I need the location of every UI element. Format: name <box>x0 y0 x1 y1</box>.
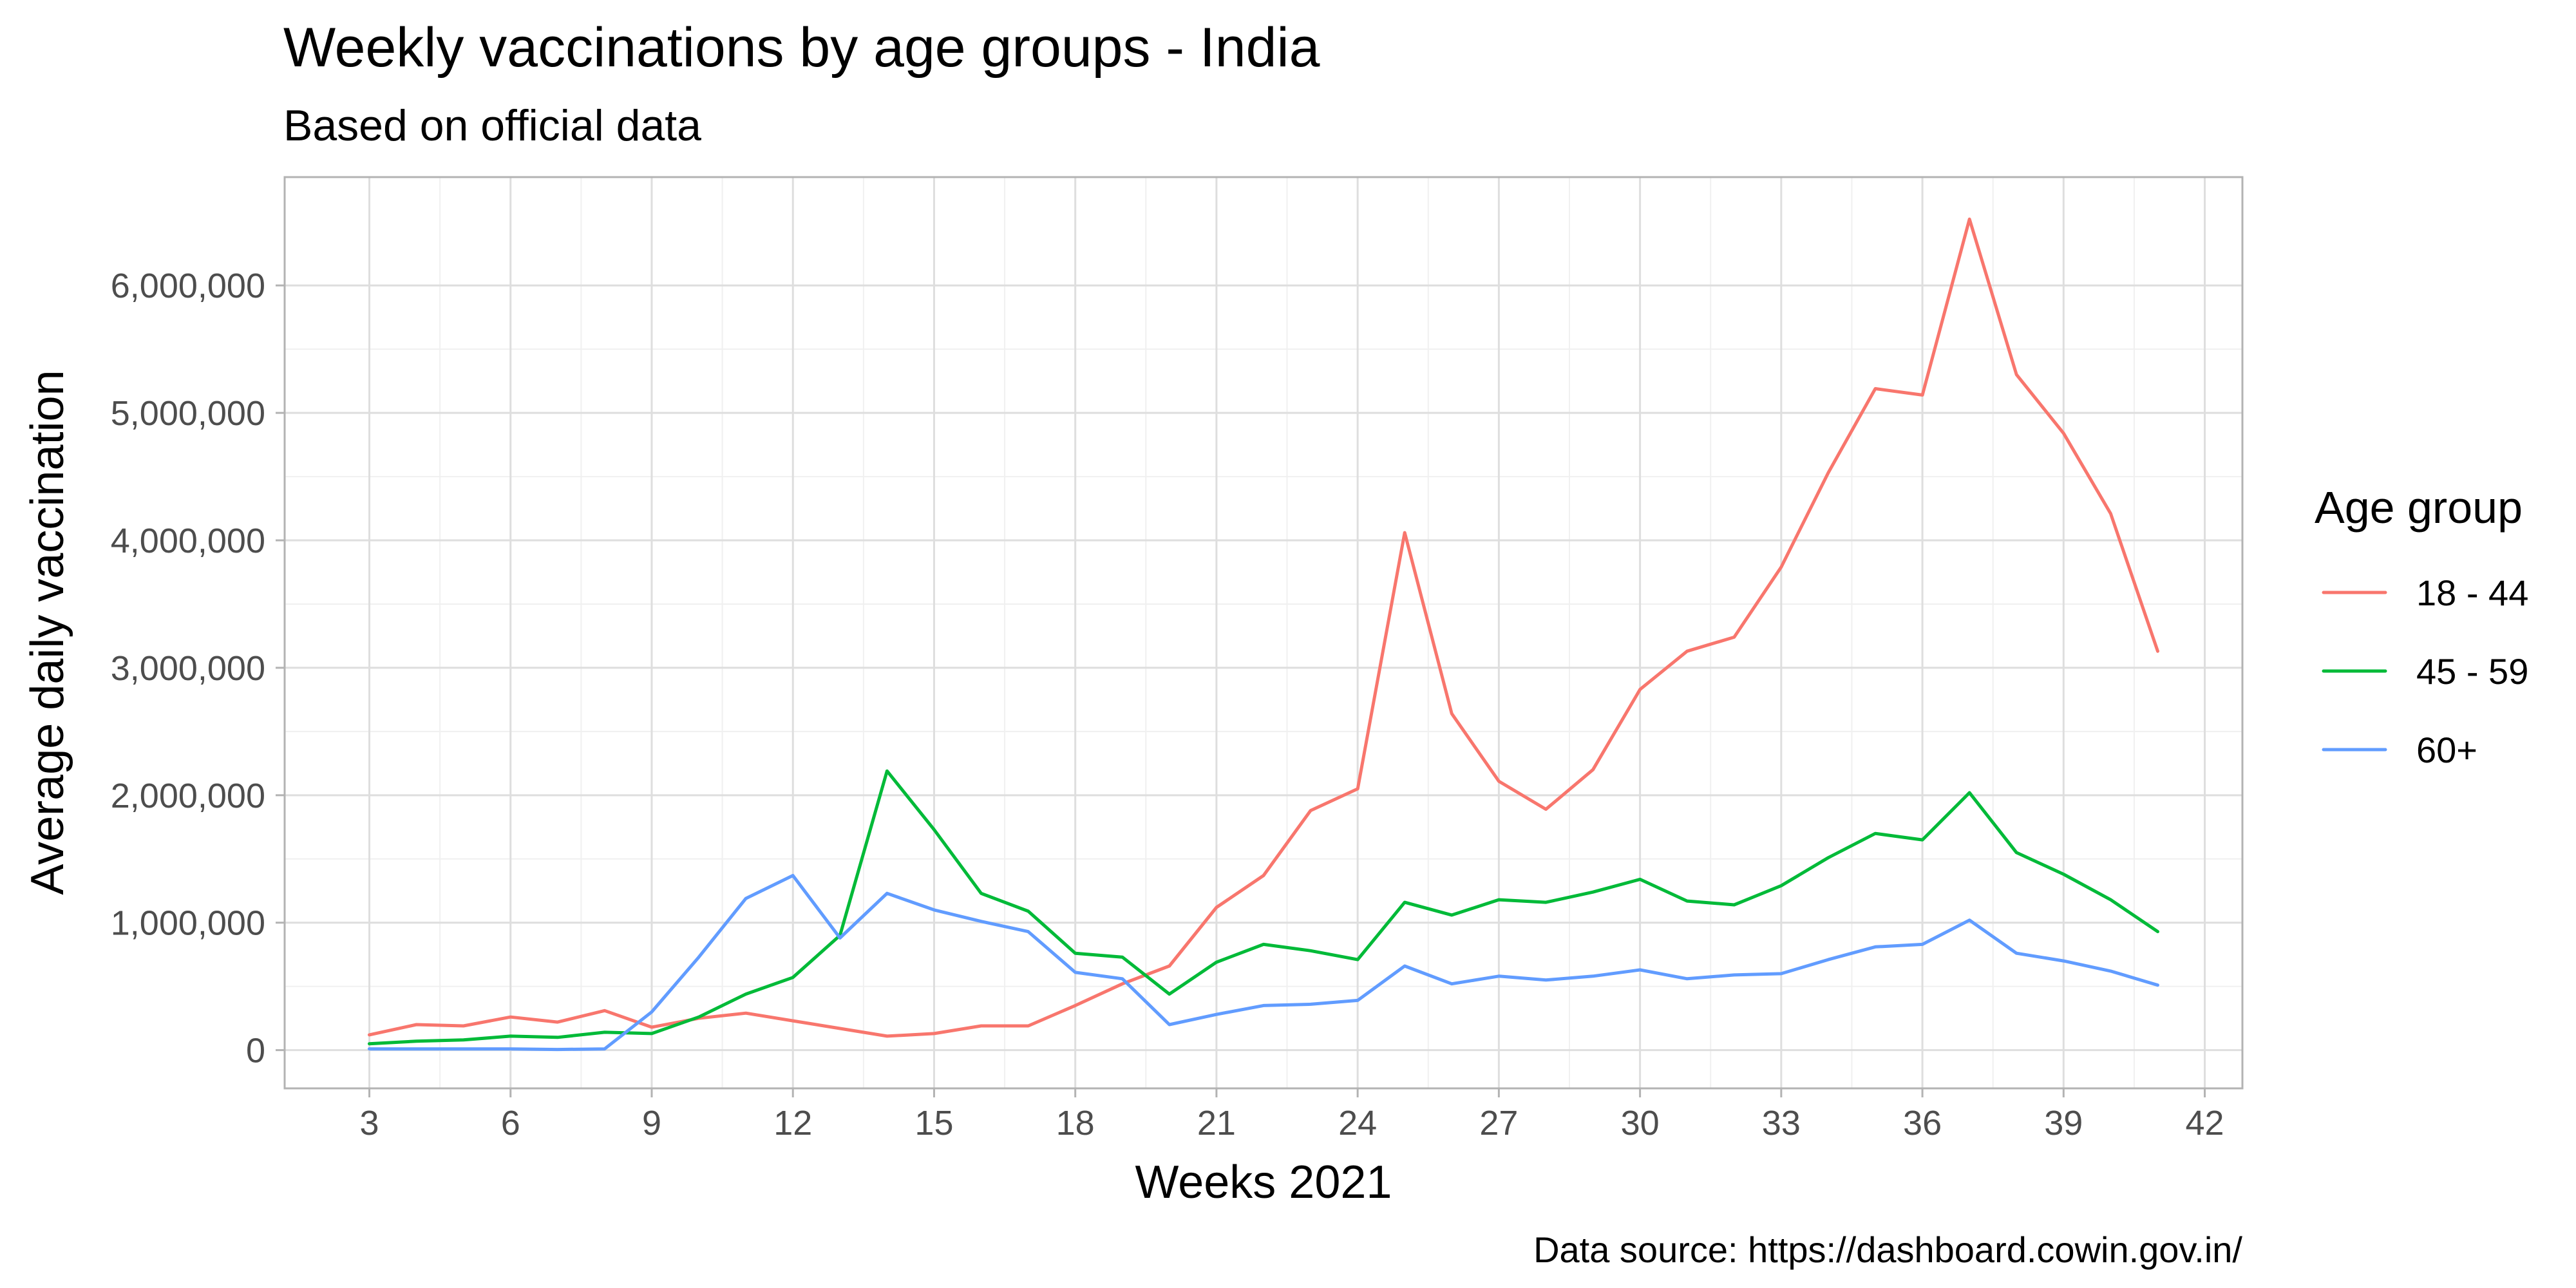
series-line-18-44 <box>368 217 2159 1038</box>
x-tick-label: 15 <box>914 1104 953 1142</box>
legend-label: 45 - 59 <box>2416 651 2528 692</box>
plot-panel <box>283 176 2244 1090</box>
x-tick-label: 21 <box>1197 1104 1236 1142</box>
x-tick-label: 6 <box>501 1104 520 1142</box>
y-axis: 0 1,000,000 2,000,000 3,000,000 4,000,000 5,0… <box>111 267 285 1070</box>
x-tick-label: 36 <box>1903 1104 1942 1142</box>
x-tick-label: 12 <box>773 1104 812 1142</box>
series-line-60+ <box>368 874 2159 1052</box>
chart-subtitle: Based on official data <box>283 101 701 150</box>
x-tick-label: 24 <box>1338 1104 1377 1142</box>
y-tick-label: 1,000,000 <box>111 904 265 943</box>
x-tick-label: 39 <box>2044 1104 2083 1142</box>
data-source-caption: Data source: https://dashboard.cowin.gov… <box>1533 1229 2242 1270</box>
grid <box>285 177 2242 1088</box>
series-lines <box>368 217 2159 1052</box>
x-tick-label: 9 <box>642 1104 661 1142</box>
y-tick-label: 2,000,000 <box>111 777 265 815</box>
y-axis-title: Average daily vaccination <box>22 370 73 895</box>
legend: Age group 18 - 44 45 - 59 60+ <box>2315 482 2528 770</box>
legend-title: Age group <box>2315 482 2523 533</box>
y-tick-label: 3,000,000 <box>111 649 265 688</box>
x-tick-label: 3 <box>360 1104 379 1142</box>
y-tick-label: 5,000,000 <box>111 394 265 433</box>
legend-label: 60+ <box>2416 730 2477 770</box>
x-axis-title: Weeks 2021 <box>1135 1157 1392 1208</box>
x-axis: 3 6 9 12 15 18 21 24 27 30 33 36 39 42 <box>360 1088 2224 1142</box>
series-line-45-59 <box>368 769 2159 1046</box>
chart-title: Weekly vaccinations by age groups - Indi… <box>283 17 1320 79</box>
x-tick-label: 30 <box>1621 1104 1660 1142</box>
y-tick-label: 4,000,000 <box>111 522 265 560</box>
legend-label: 18 - 44 <box>2416 573 2528 613</box>
x-tick-label: 33 <box>1762 1104 1801 1142</box>
x-tick-label: 42 <box>2185 1104 2224 1142</box>
x-tick-label: 18 <box>1056 1104 1095 1142</box>
x-tick-label: 27 <box>1479 1104 1518 1142</box>
y-tick-label: 6,000,000 <box>111 267 265 305</box>
y-tick-label: 0 <box>246 1032 265 1070</box>
